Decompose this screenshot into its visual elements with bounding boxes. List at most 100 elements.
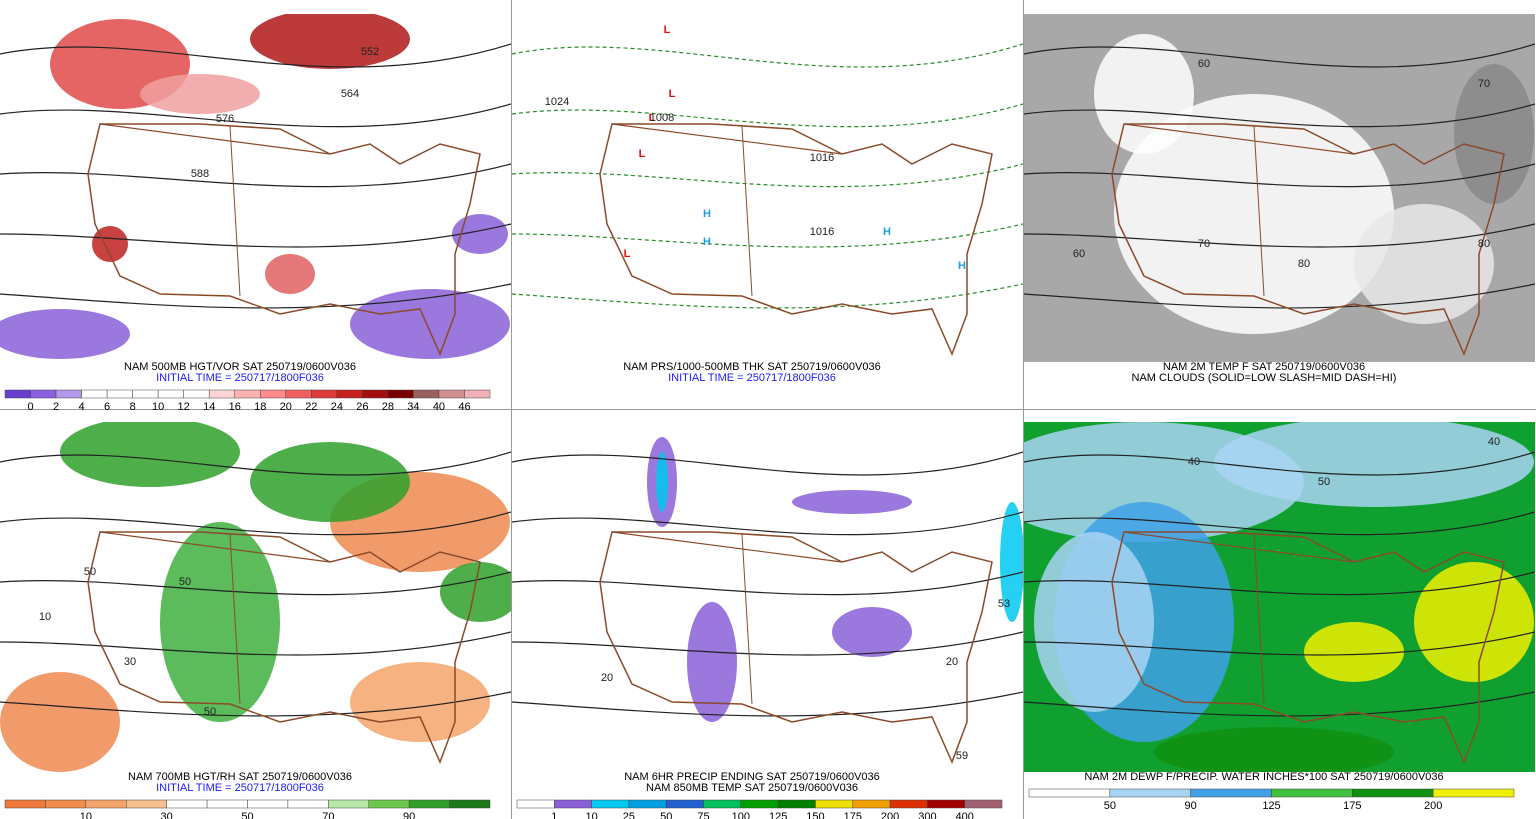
map-label: 70 xyxy=(1478,78,1490,90)
field-shading xyxy=(1114,94,1394,334)
contour xyxy=(0,283,511,309)
boundary xyxy=(87,531,481,764)
colorbar-label: 12 xyxy=(178,401,190,413)
colorbar-box xyxy=(554,799,592,809)
map-label: 50 xyxy=(1318,476,1330,488)
colorbar-label: 10 xyxy=(152,401,164,413)
colorbar-label: 50 xyxy=(1104,800,1116,812)
contour xyxy=(1024,451,1535,476)
map-label: 1016 xyxy=(810,152,834,164)
colorbar-box xyxy=(260,389,287,399)
contour xyxy=(0,511,511,536)
panel-title: NAM 2M TEMP F SAT 250719/0600V036 xyxy=(1163,361,1365,373)
colorbar-label: 1 xyxy=(551,811,557,819)
contour xyxy=(1024,43,1535,68)
map-label: L xyxy=(669,88,676,100)
colorbar-label: 200 xyxy=(1424,800,1442,812)
colorbar-label: 20 xyxy=(280,401,292,413)
field-shading xyxy=(1354,204,1494,324)
colorbar-box xyxy=(247,799,289,809)
panel: 40 50 40 NAM 2M DEWP F/PRECIP. WATER INCHES… xyxy=(1024,422,1535,812)
map-background xyxy=(512,14,1023,362)
map-label: H xyxy=(703,208,711,220)
colorbar-box xyxy=(55,389,82,399)
map-label: L xyxy=(639,148,646,160)
panel-title: NAM 2M DEWP F/PRECIP. WATER INCHES*100 S… xyxy=(1084,771,1443,783)
contour xyxy=(0,223,511,248)
map-label: 50 xyxy=(204,706,216,718)
contour xyxy=(0,451,511,476)
colorbar-label: 14 xyxy=(203,401,215,413)
colorbar-label: 40 xyxy=(433,401,445,413)
panel-title: NAM 700MB HGT/RH SAT 250719/0600V036 xyxy=(128,771,352,783)
colorbar-box xyxy=(85,799,127,809)
colorbar-box xyxy=(449,799,491,809)
colorbar-label: 10 xyxy=(585,811,597,819)
colorbar-label: 8 xyxy=(130,401,136,413)
boundary xyxy=(99,123,331,155)
colorbar-box xyxy=(157,389,184,399)
colorbar-box xyxy=(964,799,1003,809)
map-label: L xyxy=(649,112,656,124)
colorbar-label: 150 xyxy=(806,811,824,819)
contour xyxy=(512,163,1023,188)
map-label: 40 xyxy=(1188,456,1200,468)
colorbar-box xyxy=(30,389,57,399)
colorbar-label: 24 xyxy=(331,401,343,413)
colorbar-label: 16 xyxy=(229,401,241,413)
colorbar-box xyxy=(285,389,312,399)
colorbar-box xyxy=(4,799,46,809)
colorbar-label: 70 xyxy=(322,811,334,819)
field-shading xyxy=(1000,502,1023,622)
colorbar-label: 28 xyxy=(382,401,394,413)
colorbar-label: 0 xyxy=(27,401,33,413)
colorbar-label: 90 xyxy=(1185,800,1197,812)
colorbar-box xyxy=(516,799,555,809)
colorbar-label: 2 xyxy=(53,401,59,413)
colorbar-label: 4 xyxy=(79,401,85,413)
contour xyxy=(512,631,1023,656)
boundary xyxy=(741,533,753,705)
field-shading xyxy=(452,214,508,254)
field-shading xyxy=(1214,422,1534,507)
colorbar-label: 400 xyxy=(956,811,974,819)
colorbar-box xyxy=(1109,788,1191,798)
colorbar-label: 22 xyxy=(305,401,317,413)
colorbar-label: 90 xyxy=(403,811,415,819)
contour xyxy=(512,103,1023,128)
panel: L L L L L H H H H 1024 1016 1008 1016 NAM PRS/1000-50… xyxy=(512,14,1023,384)
field-shading xyxy=(160,522,280,722)
colorbar-label: 25 xyxy=(623,811,635,819)
colorbar-box xyxy=(234,389,261,399)
contour xyxy=(512,571,1023,596)
contour xyxy=(512,691,1023,717)
contour xyxy=(0,631,511,656)
contour xyxy=(1024,103,1535,128)
colorbar-box xyxy=(438,389,465,399)
map-background xyxy=(512,422,1023,772)
contour xyxy=(1024,691,1535,717)
colorbar-box xyxy=(889,799,928,809)
colorbar-box xyxy=(1028,788,1111,798)
map-label: 53 xyxy=(998,598,1010,610)
panel: 20 20 59 53 NAM 6HR PRECIP ENDING SAT 250719… xyxy=(512,422,1023,819)
colorbar-label: 300 xyxy=(918,811,936,819)
colorbar-box xyxy=(206,799,248,809)
colorbar-box xyxy=(777,799,816,809)
map-label: 552 xyxy=(361,46,379,58)
colorbar-box xyxy=(183,389,210,399)
colorbar-box xyxy=(413,389,440,399)
map-label: L xyxy=(664,24,671,36)
boundary xyxy=(741,125,753,297)
colorbar-label: 26 xyxy=(356,401,368,413)
colorbar-box xyxy=(328,799,370,809)
map: 552 564 576 588 xyxy=(0,14,511,362)
field-shading xyxy=(250,442,410,522)
boundary xyxy=(599,531,993,764)
map-label: 60 xyxy=(1198,58,1210,70)
contour xyxy=(1024,163,1535,188)
field-shading xyxy=(60,422,240,487)
field-shading xyxy=(656,452,668,512)
colorbar-box xyxy=(852,799,891,809)
